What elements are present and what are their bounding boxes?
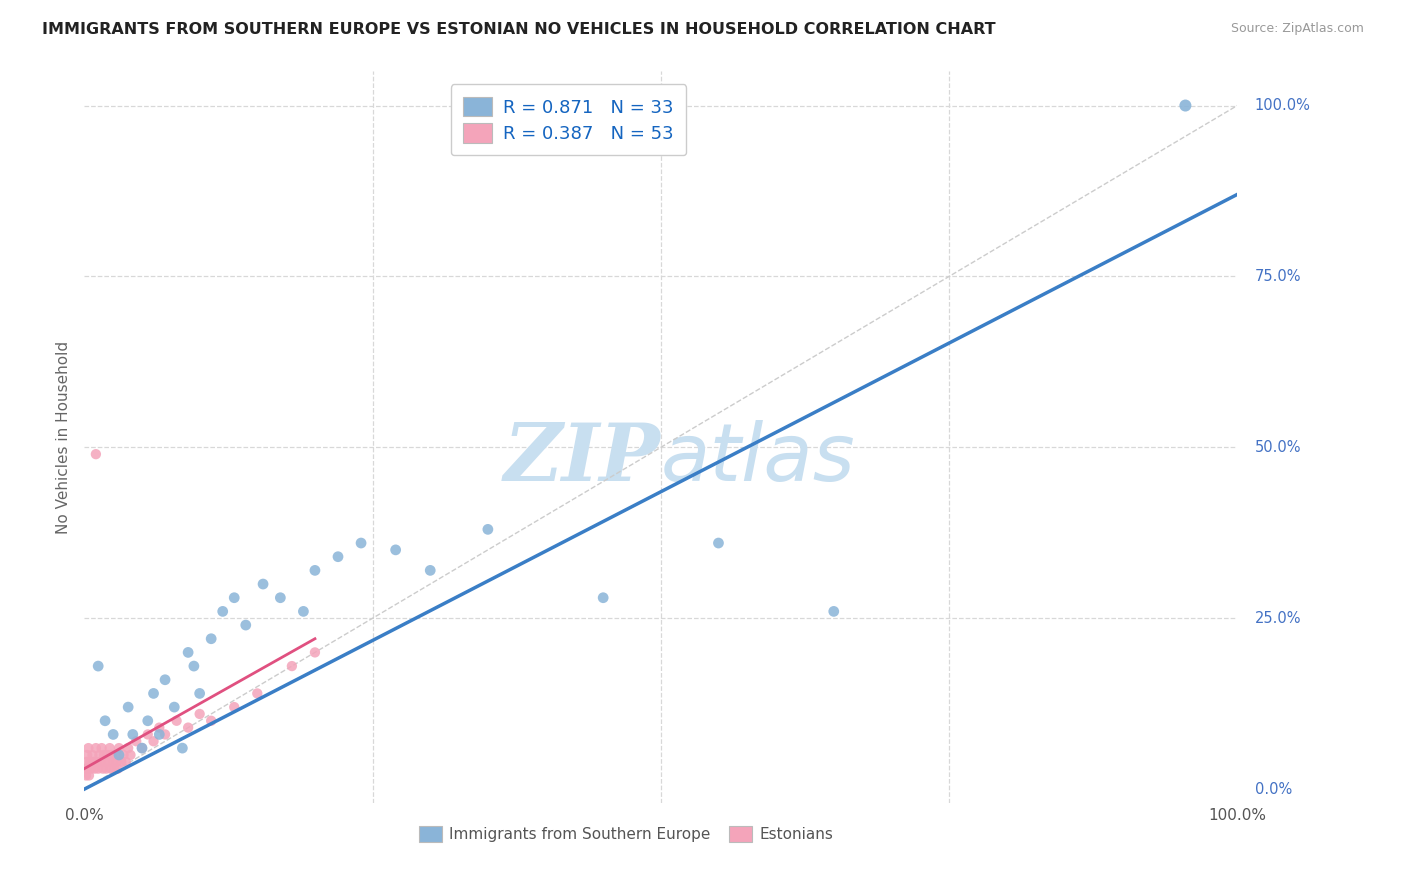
Point [166, 714, 188, 728]
Point [304, 645, 326, 659]
Point [84, 741, 107, 756]
Point [269, 591, 291, 605]
Text: 0.0%: 0.0% [1254, 781, 1292, 797]
Point [90, 741, 112, 756]
Point [117, 700, 139, 714]
Point [304, 563, 326, 577]
Point [105, 755, 128, 769]
Point [148, 721, 170, 735]
Point [82, 747, 104, 762]
Legend: Immigrants from Southern Europe, Estonians: Immigrants from Southern Europe, Estonia… [411, 819, 841, 850]
Point [125, 734, 148, 748]
Point [121, 727, 143, 741]
Text: 25.0%: 25.0% [1254, 611, 1301, 625]
Point [98, 741, 121, 756]
Point [142, 686, 165, 700]
Point [103, 727, 124, 741]
Point [131, 741, 153, 756]
Point [292, 604, 315, 618]
Point [103, 762, 125, 776]
Point [120, 747, 142, 762]
Point [163, 700, 186, 714]
Point [246, 686, 269, 700]
Point [93, 747, 115, 762]
Point [76, 755, 98, 769]
Point [183, 659, 205, 673]
Point [91, 762, 114, 776]
Point [188, 706, 211, 721]
Point [281, 659, 304, 673]
Point [79, 755, 101, 769]
Point [87, 659, 110, 673]
Point [76, 762, 98, 776]
Point [101, 747, 124, 762]
Point [200, 714, 222, 728]
Point [97, 755, 120, 769]
Point [153, 727, 176, 741]
Point [211, 604, 233, 618]
Point [80, 762, 103, 776]
Point [419, 563, 441, 577]
Point [76, 747, 98, 762]
Point [177, 721, 200, 735]
Point [477, 522, 499, 536]
Point [136, 714, 159, 728]
Text: 75.0%: 75.0% [1254, 268, 1301, 284]
Point [83, 755, 105, 769]
Point [107, 762, 129, 776]
Point [153, 673, 176, 687]
Text: atlas: atlas [661, 420, 856, 498]
Point [384, 542, 406, 557]
Point [84, 447, 107, 461]
Point [148, 727, 170, 741]
Point [86, 755, 108, 769]
Point [177, 645, 200, 659]
Point [94, 755, 117, 769]
Text: Source: ZipAtlas.com: Source: ZipAtlas.com [1230, 22, 1364, 36]
Y-axis label: No Vehicles in Household: No Vehicles in Household [56, 341, 72, 533]
Point [96, 747, 118, 762]
Text: 50.0%: 50.0% [1254, 440, 1301, 455]
Point [707, 536, 730, 550]
Point [350, 536, 373, 550]
Point [108, 741, 131, 756]
Point [112, 747, 135, 762]
Point [1174, 98, 1197, 112]
Point [89, 755, 111, 769]
Point [110, 755, 132, 769]
Point [592, 591, 614, 605]
Point [172, 741, 194, 756]
Point [224, 591, 246, 605]
Point [136, 727, 159, 741]
Point [131, 741, 153, 756]
Point [83, 762, 105, 776]
Point [77, 768, 100, 782]
Point [252, 577, 274, 591]
Point [103, 755, 124, 769]
Text: 100.0%: 100.0% [1254, 98, 1310, 113]
Point [75, 762, 97, 776]
Point [104, 747, 127, 762]
Point [188, 686, 211, 700]
Point [235, 618, 257, 632]
Point [100, 762, 122, 776]
Point [89, 747, 111, 762]
Point [142, 734, 165, 748]
Point [326, 549, 349, 564]
Point [117, 741, 139, 756]
Text: IMMIGRANTS FROM SOUTHERN EUROPE VS ESTONIAN NO VEHICLES IN HOUSEHOLD CORRELATION: IMMIGRANTS FROM SOUTHERN EUROPE VS ESTON… [42, 22, 995, 37]
Point [108, 747, 131, 762]
Point [94, 714, 117, 728]
Point [224, 700, 246, 714]
Text: ZIP: ZIP [503, 420, 661, 498]
Point [96, 762, 118, 776]
Point [200, 632, 222, 646]
Point [75, 768, 97, 782]
Point [87, 762, 110, 776]
Point [77, 741, 100, 756]
Point [115, 755, 138, 769]
Point [823, 604, 845, 618]
